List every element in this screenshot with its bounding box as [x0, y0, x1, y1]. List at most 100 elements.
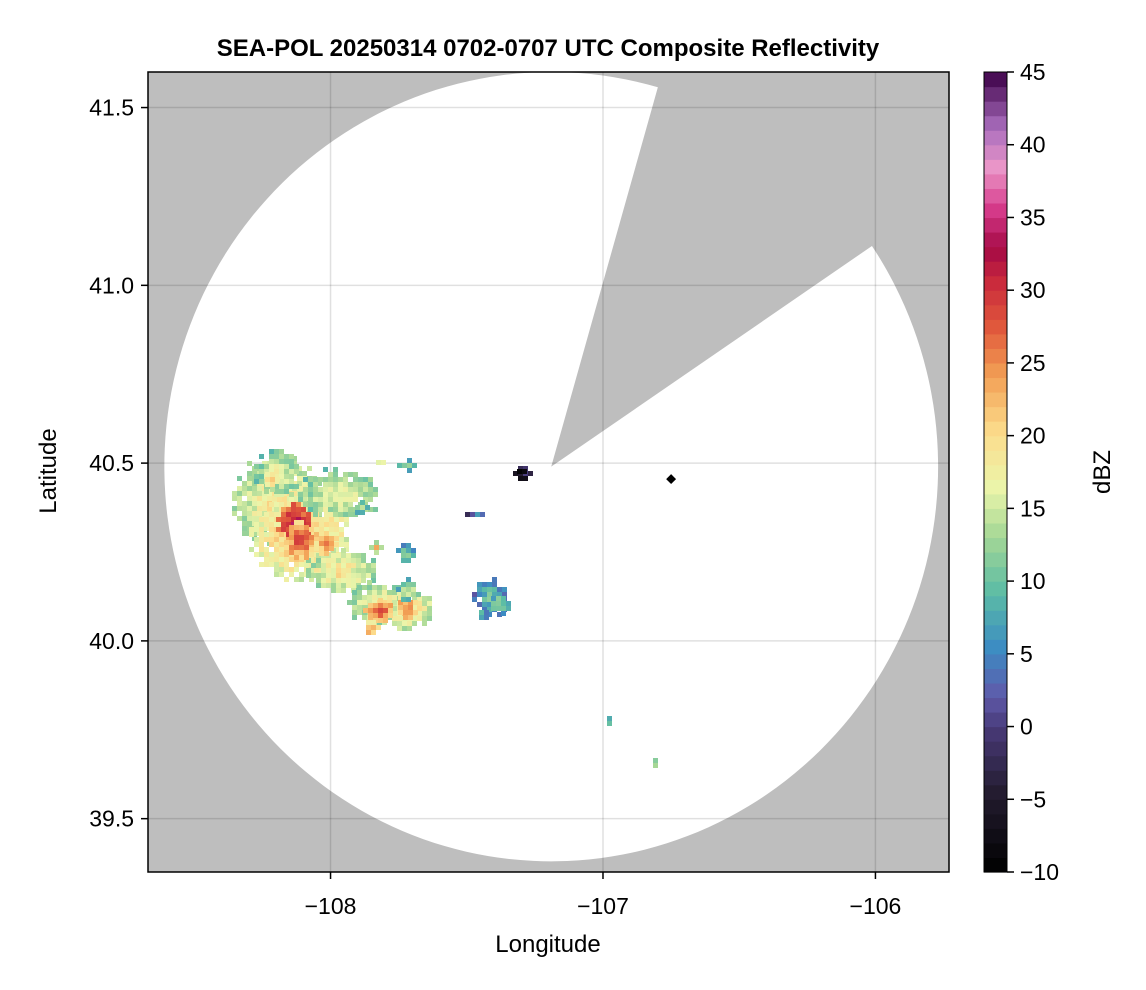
echo-cell — [289, 469, 294, 474]
echo-cell — [487, 587, 492, 592]
colorbar-segment — [984, 188, 1007, 204]
echo-cell — [252, 496, 257, 501]
colorbar-segment — [984, 450, 1007, 466]
echo-cell — [329, 522, 334, 527]
colorbar-segment — [984, 537, 1007, 553]
echo-cell — [331, 558, 336, 563]
echo-cell — [299, 540, 304, 545]
echo-cluster — [517, 469, 527, 474]
echo-cell — [343, 492, 348, 497]
echo-cell — [472, 597, 477, 602]
colorbar-segment — [984, 624, 1007, 640]
plot-frame — [147, 71, 950, 873]
echo-cell — [286, 522, 291, 527]
echo-cell — [294, 555, 299, 560]
echo-cell — [482, 592, 487, 597]
echo-cell — [333, 467, 338, 472]
echo-cell — [289, 464, 294, 469]
echo-cell — [309, 535, 314, 540]
echo-cell — [313, 492, 318, 497]
echo-cell — [383, 608, 388, 613]
plot-area — [148, 72, 949, 872]
colorbar-segment — [984, 566, 1007, 582]
echo-cell — [279, 502, 284, 507]
echo-cell — [279, 537, 284, 542]
echo-cell — [373, 613, 378, 618]
echo-cell — [357, 600, 362, 605]
echo-cell — [372, 595, 377, 600]
echo-cell — [492, 592, 497, 597]
echo-cell — [318, 497, 323, 502]
echo-cell — [367, 600, 372, 605]
echo-cell — [366, 625, 371, 630]
echo-cell — [242, 481, 247, 486]
echo-cell — [247, 491, 252, 496]
echo-cell — [316, 573, 321, 578]
echo-cell — [274, 454, 279, 459]
echo-cell — [319, 541, 324, 546]
echo-cell — [321, 563, 326, 568]
echo-cell — [329, 517, 334, 522]
echo-cell — [422, 611, 427, 616]
echo-cell — [472, 592, 477, 597]
echo-cell — [338, 482, 343, 487]
echo-cell — [252, 511, 257, 516]
echo-cell — [329, 527, 334, 532]
echo-cluster — [265, 472, 280, 492]
echo-cell — [346, 583, 351, 588]
echo-cell — [343, 487, 348, 492]
echo-cell — [270, 487, 275, 492]
echo-cell — [329, 541, 334, 546]
echo-cell — [351, 553, 356, 558]
echo-cell — [284, 469, 289, 474]
echo-cell — [326, 568, 331, 573]
echo-cell — [309, 577, 314, 582]
echo-cell — [326, 573, 331, 578]
echo-cell — [368, 603, 373, 608]
colorbar-tick-label: 30 — [1020, 277, 1046, 303]
echo-cell — [411, 548, 416, 553]
echo-cell — [388, 608, 393, 613]
echo-cell — [343, 477, 348, 482]
echo-cell — [309, 512, 314, 517]
echo-cell — [313, 512, 318, 517]
echo-cell — [412, 463, 417, 468]
echo-cell — [254, 517, 259, 522]
echo-cell — [482, 597, 487, 602]
echo-cell — [309, 532, 314, 537]
echo-cell — [274, 512, 279, 517]
echo-cluster — [396, 577, 421, 602]
echo-cell — [326, 563, 331, 568]
echo-cell — [242, 531, 247, 536]
echo-cell — [361, 568, 366, 573]
echo-cluster — [607, 716, 612, 726]
echo-cell — [289, 530, 294, 535]
echo-cell — [242, 511, 247, 516]
echo-cell — [259, 522, 264, 527]
echo-cell — [367, 590, 372, 595]
echo-cell — [284, 489, 289, 494]
echo-cell — [366, 630, 371, 635]
echo-cell — [249, 547, 254, 552]
echo-cell — [321, 568, 326, 573]
colorbar-segment — [984, 784, 1007, 800]
echo-cell — [336, 563, 341, 568]
echo-cell — [299, 525, 304, 530]
echo-cell — [331, 563, 336, 568]
echo-cell — [403, 600, 408, 605]
echo-cell — [284, 562, 289, 567]
echo-cell — [356, 558, 361, 563]
echo-cell — [274, 552, 279, 557]
echo-cell — [298, 497, 303, 502]
echo-cell — [267, 506, 272, 511]
echo-cell — [506, 601, 511, 606]
echo-cell — [279, 454, 284, 459]
echo-cell — [289, 567, 294, 572]
echo-cell — [363, 502, 368, 507]
y-tick-label: 40.5 — [89, 450, 134, 476]
echo-cell — [407, 463, 412, 468]
echo-cell — [502, 587, 507, 592]
echo-cell — [270, 472, 275, 477]
echo-cell — [413, 610, 418, 615]
echo-cell — [401, 597, 406, 602]
